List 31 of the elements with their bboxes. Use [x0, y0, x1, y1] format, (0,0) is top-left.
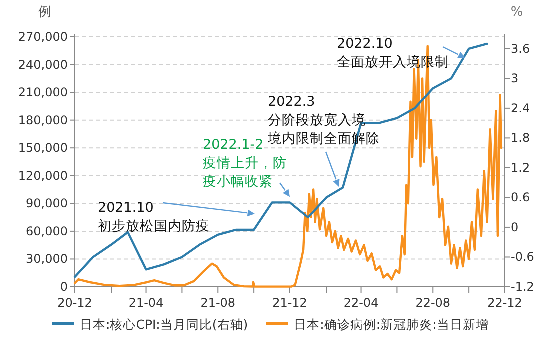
y2-tick-label: 3.6 [511, 42, 530, 56]
y-tick-label: 30,000 [26, 252, 68, 266]
y2-tick-label: 1.8 [511, 131, 530, 146]
x-tick-label: 20-12 [58, 296, 92, 310]
legend-label: 日本:核心CPI:当月同比(右轴) [80, 317, 248, 332]
y2-tick-label: -1.2 [511, 280, 534, 294]
x-tick-label: 21-12 [272, 296, 308, 310]
y-tick-label: 270,000 [18, 30, 68, 44]
x-tick-label: 22-12 [488, 296, 522, 310]
y-tick-label: 150,000 [18, 141, 68, 156]
y2-tick-label: 3 [511, 72, 519, 86]
y2-tick-label: -0.6 [511, 250, 534, 264]
y2-tick-label: 1.2 [511, 160, 530, 175]
x-tick-label: 22-04 [344, 296, 379, 310]
legend-label: 日本:确诊病例:新冠肺炎:当日新增 [294, 317, 489, 332]
y-tick-label: 60,000 [26, 224, 68, 238]
y-tick-label: 210,000 [18, 86, 68, 100]
y-axis-title: 例 [38, 5, 52, 20]
x-tick-label: 21-04 [128, 296, 164, 310]
y-tick-label: 240,000 [18, 58, 68, 72]
y2-tick-label: 0 [511, 220, 519, 234]
y-tick-label: 120,000 [18, 168, 68, 183]
x-tick-label: 21-08 [200, 296, 236, 310]
annotation: 2021.10 初步放松国内防疫 [98, 200, 210, 234]
y-tick-label: 180,000 [18, 113, 68, 128]
y-tick-label: 90,000 [26, 196, 68, 211]
x-tick-label: 22-08 [416, 296, 451, 310]
y2-tick-label: 0.6 [511, 190, 530, 205]
y2-tick-label: 2.4 [511, 101, 530, 116]
y2-axis-title: % [510, 5, 524, 20]
y-tick-label: 0 [60, 280, 68, 294]
